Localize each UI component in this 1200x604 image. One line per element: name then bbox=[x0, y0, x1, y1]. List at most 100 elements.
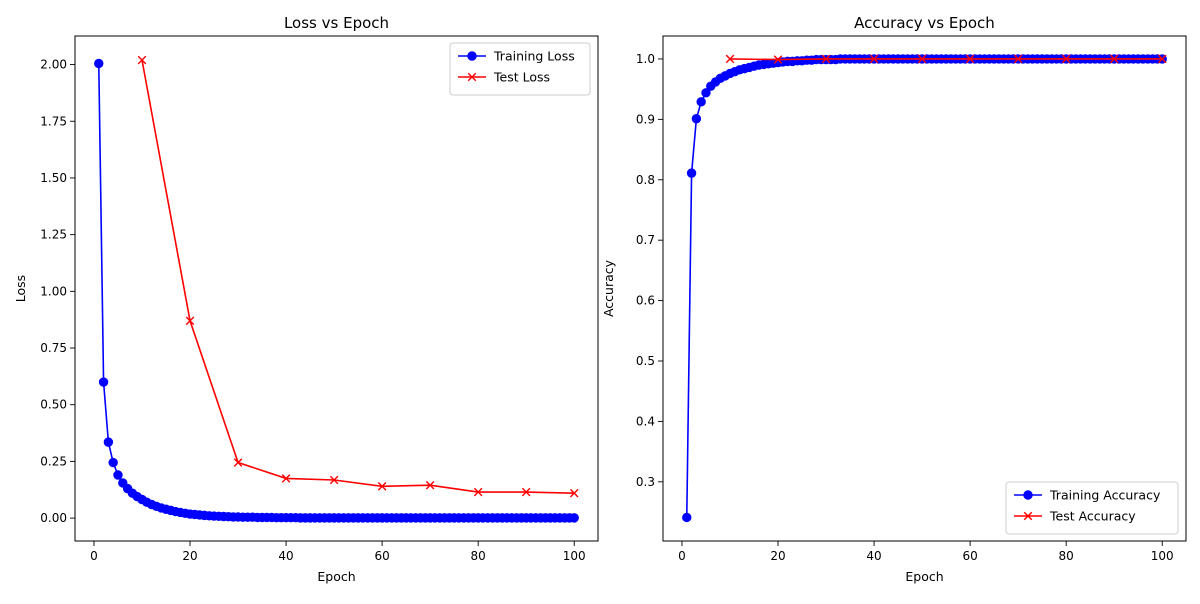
data-point-stroke-b bbox=[521, 487, 531, 497]
x-tick-label: 0 bbox=[678, 549, 686, 563]
legend: Training Loss Test Loss bbox=[449, 42, 591, 96]
legend-marker-stroke-b bbox=[1023, 511, 1033, 521]
y-tick-label: 0.8 bbox=[636, 173, 655, 187]
chart-panel-1: Loss vs Epoch 0 20 40 60 80 100 0.00 0.25 0.50 0.7… bbox=[13, 14, 599, 584]
y-tick-label: 1.00 bbox=[40, 284, 67, 298]
series-line bbox=[141, 59, 575, 494]
y-tick-label: 0.5 bbox=[636, 354, 655, 368]
y-tick-label: 0.4 bbox=[636, 414, 655, 428]
legend-box bbox=[1005, 481, 1179, 535]
data-point bbox=[696, 97, 706, 107]
data-point bbox=[281, 474, 291, 483]
legend-marker bbox=[467, 72, 477, 82]
y-tick-label: 0.6 bbox=[636, 294, 655, 308]
data-point-stroke-b bbox=[1061, 54, 1071, 64]
data-point-stroke-b bbox=[473, 487, 483, 497]
data-point bbox=[137, 55, 147, 65]
y-axis-label: Accuracy bbox=[601, 259, 616, 317]
data-point bbox=[821, 54, 831, 64]
legend-label: Test Loss bbox=[493, 70, 550, 85]
x-tick-label: 40 bbox=[866, 549, 881, 563]
data-point bbox=[233, 458, 243, 467]
y-tick-label: 1.75 bbox=[40, 114, 67, 128]
data-point-stroke-b bbox=[725, 54, 735, 64]
plot-frame bbox=[662, 35, 1187, 542]
x-tick-label: 20 bbox=[182, 549, 197, 563]
data-point-stroke-b bbox=[773, 55, 783, 64]
x-tick-label: 20 bbox=[770, 549, 785, 563]
data-point-stroke-b bbox=[185, 316, 195, 326]
data-point-stroke-b bbox=[281, 474, 291, 483]
plot-frame bbox=[74, 35, 599, 542]
data-point bbox=[425, 480, 435, 490]
data-point-stroke-b bbox=[233, 458, 243, 467]
x-tick-label: 0 bbox=[90, 549, 98, 563]
legend-label: Training Loss bbox=[493, 49, 575, 64]
data-point bbox=[965, 54, 975, 64]
data-point bbox=[329, 475, 339, 485]
data-point bbox=[1109, 54, 1119, 64]
data-point bbox=[773, 55, 783, 64]
series-line bbox=[685, 58, 1163, 518]
y-tick-label: 1.50 bbox=[40, 171, 67, 185]
data-point-stroke-b bbox=[377, 482, 387, 491]
data-point bbox=[869, 54, 879, 64]
chart-title: Accuracy vs Epoch bbox=[854, 14, 995, 32]
y-tick-label: 0.50 bbox=[40, 398, 67, 412]
data-point bbox=[185, 316, 195, 326]
data-point-stroke-b bbox=[569, 488, 579, 498]
data-point-stroke-b bbox=[821, 54, 831, 64]
y-tick-label: 0.25 bbox=[40, 454, 67, 468]
data-point-stroke-b bbox=[965, 54, 975, 64]
chart-panel-2: Accuracy vs Epoch 0 20 40 60 80 100 0.3 0.4 0.5 0.… bbox=[601, 14, 1187, 584]
data-point bbox=[103, 437, 114, 447]
x-axis-label: Epoch bbox=[905, 569, 943, 584]
data-point-stroke-b bbox=[1013, 54, 1023, 64]
y-tick-label: 2.00 bbox=[40, 58, 67, 72]
data-point bbox=[108, 457, 118, 468]
y-tick-label: 0.7 bbox=[636, 233, 655, 247]
data-point-stroke-b bbox=[869, 54, 879, 64]
data-point bbox=[98, 377, 109, 387]
series-line bbox=[97, 63, 575, 519]
data-point bbox=[377, 482, 387, 491]
data-point bbox=[917, 54, 927, 64]
series-1 bbox=[682, 54, 1167, 523]
x-tick-label: 40 bbox=[278, 549, 293, 563]
y-tick-label: 0.9 bbox=[636, 112, 655, 126]
data-point bbox=[682, 512, 692, 523]
data-point bbox=[725, 54, 735, 64]
data-point bbox=[1157, 54, 1167, 64]
legend-label: Training Accuracy bbox=[1049, 488, 1161, 503]
series-2 bbox=[137, 55, 579, 498]
data-point-stroke-b bbox=[425, 480, 435, 490]
legend-marker bbox=[467, 51, 477, 61]
y-tick-label: 0.00 bbox=[40, 511, 67, 525]
y-tick-label: 1.25 bbox=[40, 228, 67, 242]
data-point bbox=[569, 513, 579, 523]
data-point bbox=[686, 168, 697, 178]
data-point bbox=[94, 58, 104, 69]
legend-marker-stroke-b bbox=[467, 72, 477, 82]
data-point bbox=[691, 114, 702, 124]
data-point bbox=[701, 88, 711, 98]
data-point bbox=[473, 487, 483, 497]
data-point-stroke-b bbox=[1157, 54, 1167, 64]
x-tick-label: 60 bbox=[374, 549, 389, 563]
series-line bbox=[729, 58, 1163, 61]
x-tick-label: 80 bbox=[471, 549, 486, 563]
data-point bbox=[521, 487, 531, 497]
x-tick-label: 100 bbox=[563, 549, 586, 563]
data-point bbox=[1061, 54, 1071, 64]
data-point-stroke-b bbox=[137, 55, 147, 65]
data-point-stroke-b bbox=[1109, 54, 1119, 64]
legend-label: Test Accuracy bbox=[1049, 509, 1136, 524]
x-tick-label: 100 bbox=[1151, 549, 1174, 563]
y-tick-label: 0.75 bbox=[40, 341, 67, 355]
legend: Training Accuracy Test Accuracy bbox=[1005, 481, 1179, 535]
y-tick-label: 0.3 bbox=[636, 475, 655, 489]
x-tick-label: 60 bbox=[962, 549, 977, 563]
series-2 bbox=[725, 54, 1167, 64]
